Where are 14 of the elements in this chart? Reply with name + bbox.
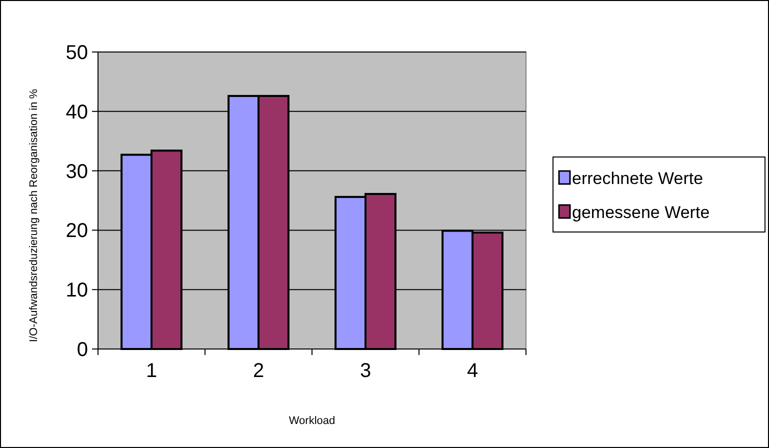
y-axis-title: I/O-Aufwandsreduzierung nach Reorganisation in %: [28, 88, 40, 342]
y-tick-label: 30: [66, 160, 88, 183]
x-tick-label: 3: [360, 360, 372, 382]
y-tick-label: 10: [66, 280, 88, 302]
y-tick-label: 40: [66, 101, 88, 124]
x-tick-label: 1: [146, 360, 158, 382]
x-tick-label: 2: [252, 360, 264, 382]
y-tick-label: 50: [66, 42, 88, 64]
x-tick-label: 4: [466, 360, 478, 382]
legend-label: gemessene Werte: [572, 202, 710, 222]
y-tick-label: 0: [76, 339, 88, 361]
legend-label: errechnete Werte: [572, 168, 704, 188]
y-tick-label: 20: [66, 220, 88, 242]
x-axis-title: Workload: [288, 415, 336, 427]
